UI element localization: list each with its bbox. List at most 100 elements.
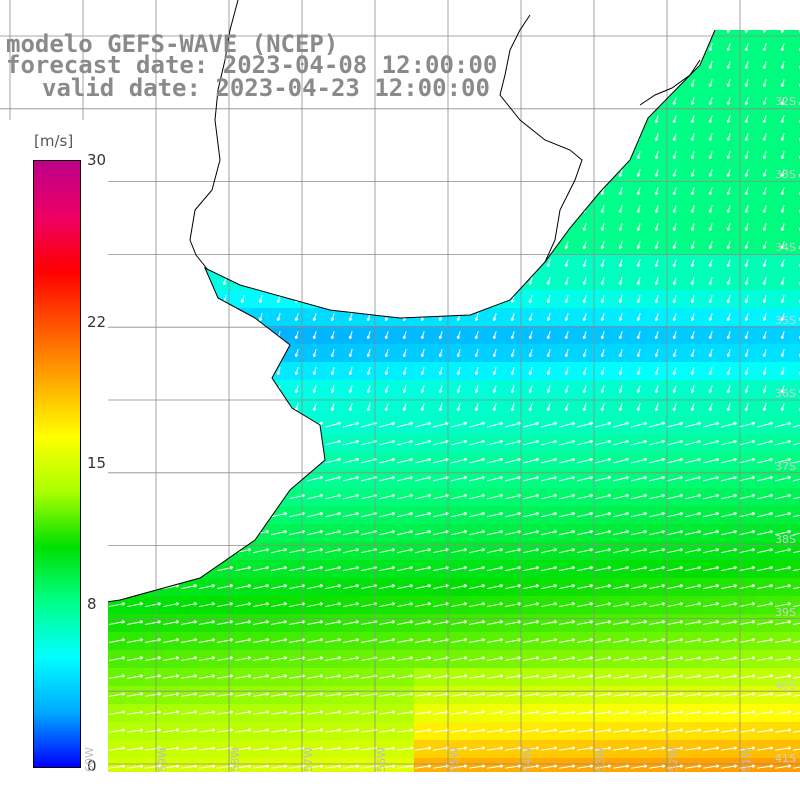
wind-arrow [528,385,533,394]
wind-arrow [582,403,587,412]
wind-arrow [685,638,702,643]
wind-arrow [330,313,335,322]
wind-arrow [708,169,713,178]
wind-arrow [672,313,677,322]
wind-arrow [582,259,587,268]
wind-arrow [613,475,630,482]
wind-arrow [667,547,684,554]
wind-arrow [438,403,443,412]
wind-arrow [510,349,515,358]
wind-arrow [451,547,468,554]
wind-arrow [271,547,288,554]
wind-arrow [793,584,800,590]
wind-arrow [667,439,684,446]
wind-arrow [672,223,677,232]
wind-arrow [145,674,162,679]
wind-arrow [379,710,396,715]
wind-arrow [145,710,162,715]
wind-arrow [559,439,576,446]
wind-arrow [721,710,738,715]
wind-arrow [402,385,407,394]
wind-arrow [487,620,504,626]
wind-arrow [708,151,713,160]
wind-arrow [631,692,648,697]
wind-arrow [379,457,396,464]
colorbar-tick-label: 8 [87,595,97,614]
wind-arrow [600,313,605,322]
wind-arrow [528,331,533,340]
wind-arrow [505,728,522,733]
wind-arrow [631,656,648,661]
wind-arrow [744,313,749,322]
wind-arrow [487,692,504,697]
wind-arrow [564,277,569,286]
wind-arrow [618,295,623,304]
wind-arrow [703,439,720,446]
wind-arrow [415,547,432,554]
wind-arrow [546,277,551,286]
wind-speed-cell [216,758,235,772]
wind-arrow [672,331,677,340]
wind-arrow [703,710,720,715]
wind-arrow [415,602,432,608]
wind-arrow [780,277,785,286]
wind-arrow [235,674,252,679]
wind-arrow [271,728,288,733]
wind-arrow [384,331,389,340]
wind-arrow [541,566,558,572]
wind-arrow [379,602,396,608]
wind-arrow [690,205,695,214]
wind-arrow [438,367,443,376]
wind-speed-cell [792,92,800,111]
longitude-label: 59W [156,747,169,772]
wind-arrow [690,403,695,412]
wind-arrow [775,529,792,536]
wind-speed-cell [792,758,800,772]
wind-speed-cell [792,650,800,669]
wind-arrow [708,241,713,250]
wind-arrow [685,710,702,715]
wind-arrow [739,710,756,715]
wind-arrow [780,349,785,358]
wind-arrow [546,385,551,394]
wind-arrow [325,439,342,446]
wind-arrow [762,187,767,196]
longitude-label: 51W [740,747,753,772]
wind-arrow [690,223,695,232]
wind-arrow [541,692,558,697]
wind-speed-cell [792,416,800,435]
wind-arrow [672,115,677,124]
wind-arrow [744,133,749,142]
wind-arrow [505,692,522,697]
wind-arrow [487,656,504,661]
wind-arrow [726,43,731,52]
wind-arrow [487,475,504,482]
latitude-label: 39S [775,606,796,619]
wind-speed-cell [792,74,800,93]
wind-arrow [618,241,623,250]
wind-arrow [415,439,432,446]
wind-arrow [397,674,414,679]
wind-arrow [487,421,504,428]
wind-arrow [667,692,684,697]
wind-speed-cell [792,128,800,147]
wind-arrow [217,602,234,608]
wind-arrow [397,692,414,697]
wind-arrow [757,728,774,733]
wind-speed-cell [594,758,613,772]
wind-speed-cell [666,758,685,772]
wind-arrow [379,511,396,518]
wind-arrow [649,728,666,733]
wind-arrow [307,547,324,554]
wind-arrow [528,367,533,376]
wind-arrow [613,493,630,500]
wind-arrow [528,403,533,412]
wind-arrow [685,602,702,608]
wind-arrow [726,295,731,304]
wind-arrow [613,566,630,572]
wind-arrow [780,61,785,70]
wind-arrow [757,692,774,697]
wind-arrow [240,295,245,304]
wind-arrow [415,692,432,697]
wind-arrow [546,331,551,340]
